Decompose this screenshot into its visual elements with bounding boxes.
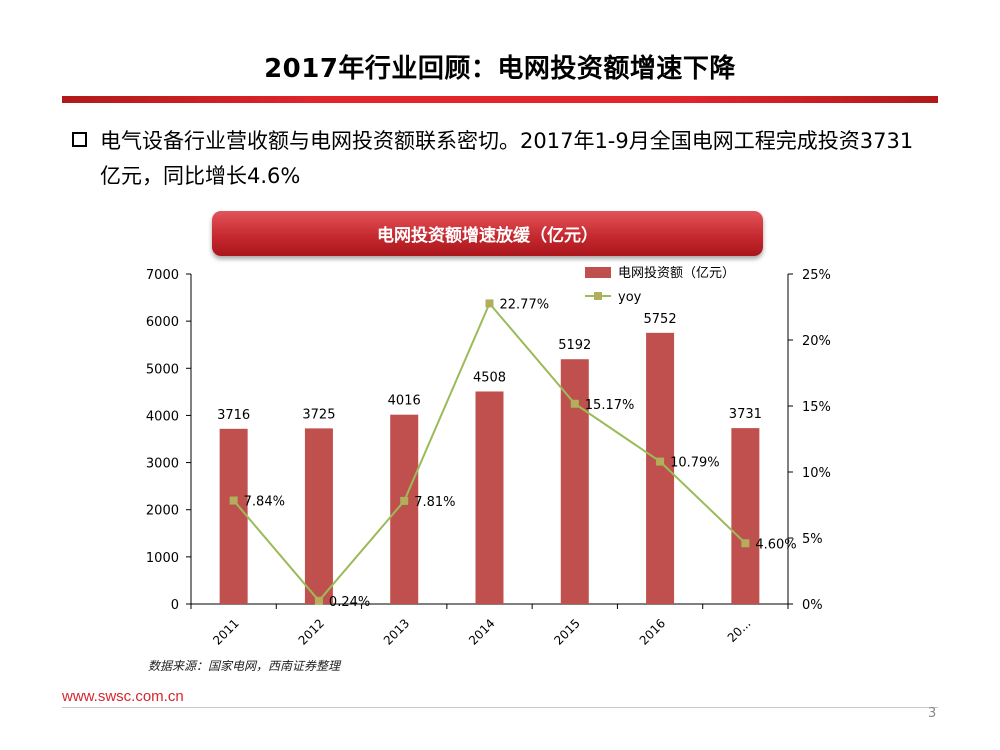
- footer-url[interactable]: www.swsc.com.cn: [62, 688, 184, 705]
- bar: [560, 359, 589, 604]
- data-source-note: 数据来源：国家电网，西南证券整理: [148, 659, 341, 673]
- x-tick-label: 2014: [466, 616, 497, 647]
- bullet-text: 电气设备行业营收额与电网投资额联系密切。2017年1-9月全国电网工程完成投资3…: [100, 129, 914, 188]
- bar-value-label: 5752: [644, 312, 677, 327]
- y-left-tick-label: 4000: [146, 409, 179, 424]
- bullet-square-icon: [72, 132, 87, 147]
- legend-label-line: yoy: [618, 290, 642, 305]
- legend-swatch-marker: [594, 292, 602, 300]
- yoy-point: [570, 399, 579, 408]
- yoy-point: [314, 596, 323, 605]
- bar: [646, 332, 675, 604]
- y-left-tick-label: 5000: [146, 362, 179, 377]
- bar: [390, 414, 419, 604]
- yoy-point: [229, 496, 238, 505]
- legend-swatch-bars: [585, 267, 611, 278]
- slide-title: 2017年行业回顾：电网投资额增速下降: [264, 54, 736, 84]
- y-right-tick-label: 15%: [802, 400, 831, 415]
- yoy-value-label: 15.17%: [585, 398, 635, 413]
- yoy-point: [400, 496, 409, 505]
- yoy-point: [485, 299, 494, 308]
- yoy-point: [741, 539, 750, 548]
- y-left-tick-label: 6000: [146, 315, 179, 330]
- bar-value-label: 3725: [302, 407, 335, 422]
- bar: [731, 428, 760, 604]
- bar: [475, 391, 504, 604]
- title-underline-bar: [62, 96, 938, 103]
- yoy-value-label: 7.84%: [244, 495, 285, 510]
- yoy-value-label: 10.79%: [670, 456, 720, 471]
- bar: [304, 428, 333, 604]
- bar-value-label: 4508: [473, 370, 506, 385]
- x-tick-label: 2015: [551, 616, 582, 647]
- y-left-tick-label: 1000: [146, 551, 179, 566]
- y-left-tick-label: 0: [171, 598, 179, 613]
- yoy-value-label: 4.60%: [755, 537, 796, 552]
- y-right-tick-label: 10%: [802, 466, 831, 481]
- bar-value-label: 3731: [729, 407, 762, 422]
- x-tick-label: 2011: [210, 616, 241, 647]
- yoy-point: [656, 457, 665, 466]
- x-tick-label: 20...: [725, 616, 754, 645]
- footer-divider: [62, 707, 938, 708]
- yoy-value-label: 22.77%: [500, 297, 550, 312]
- y-right-tick-label: 5%: [802, 532, 823, 547]
- y-left-tick-label: 3000: [146, 457, 179, 472]
- y-right-tick-label: 20%: [802, 334, 831, 349]
- chart-title-banner: 电网投资额增速放缓（亿元）: [212, 211, 763, 256]
- y-right-tick-label: 0%: [802, 598, 823, 613]
- bar: [219, 428, 248, 604]
- bar-value-label: 4016: [388, 394, 421, 409]
- x-tick-label: 2016: [637, 616, 668, 647]
- y-left-tick-label: 2000: [146, 504, 179, 519]
- x-tick-label: 2012: [296, 616, 327, 647]
- page-number: 3: [928, 706, 937, 721]
- x-tick-label: 2013: [381, 616, 412, 647]
- bar-value-label: 5192: [558, 338, 591, 353]
- legend-label-bars: 电网投资额（亿元）: [618, 265, 735, 281]
- y-left-tick-label: 7000: [146, 268, 179, 283]
- yoy-value-label: 0.24%: [329, 595, 370, 610]
- y-right-tick-label: 25%: [802, 268, 831, 283]
- yoy-value-label: 7.81%: [414, 495, 455, 510]
- bar-value-label: 3716: [217, 408, 250, 423]
